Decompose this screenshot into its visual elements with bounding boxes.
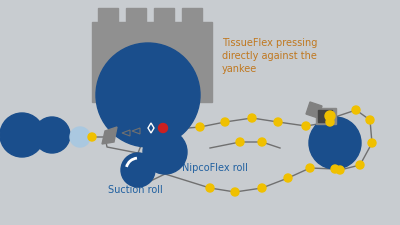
Text: Suction roll: Suction roll <box>108 185 163 195</box>
Circle shape <box>258 138 266 146</box>
Circle shape <box>331 165 339 173</box>
Circle shape <box>96 43 200 147</box>
Circle shape <box>221 118 229 126</box>
Bar <box>318 110 332 122</box>
Bar <box>98 8 118 22</box>
Polygon shape <box>306 102 322 118</box>
Bar <box>182 8 202 22</box>
Text: NipcoFlex roll: NipcoFlex roll <box>182 163 248 173</box>
Text: TissueFlex pressing
directly against the
yankee: TissueFlex pressing directly against the… <box>222 38 317 74</box>
Circle shape <box>248 114 256 122</box>
Bar <box>154 8 174 22</box>
Circle shape <box>284 174 292 182</box>
Circle shape <box>143 130 187 174</box>
Circle shape <box>325 111 335 121</box>
Circle shape <box>368 139 376 147</box>
Bar <box>316 108 336 124</box>
Circle shape <box>88 133 96 141</box>
Circle shape <box>0 113 44 157</box>
Bar <box>126 8 146 22</box>
Circle shape <box>231 188 239 196</box>
Circle shape <box>196 123 204 131</box>
Circle shape <box>302 122 310 130</box>
Circle shape <box>352 106 360 114</box>
Circle shape <box>158 124 168 133</box>
Circle shape <box>306 164 314 172</box>
Circle shape <box>206 184 214 192</box>
Circle shape <box>34 117 70 153</box>
Polygon shape <box>102 127 117 144</box>
Circle shape <box>236 138 244 146</box>
Circle shape <box>258 184 266 192</box>
Circle shape <box>121 153 155 187</box>
Circle shape <box>70 127 90 147</box>
Bar <box>92 22 212 102</box>
Circle shape <box>356 161 364 169</box>
Circle shape <box>336 166 344 174</box>
Circle shape <box>309 117 361 169</box>
Circle shape <box>274 118 282 126</box>
Circle shape <box>366 116 374 124</box>
Circle shape <box>326 118 334 126</box>
